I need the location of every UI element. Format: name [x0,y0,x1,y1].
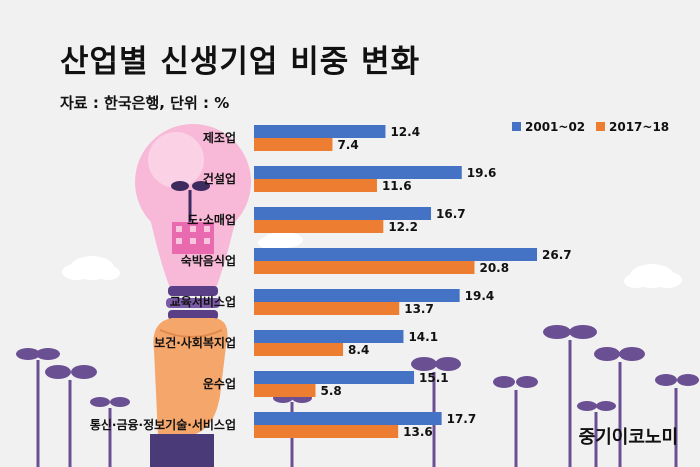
data-label: 11.6 [382,179,412,193]
category-label: 제조업 [203,131,236,145]
data-label: 26.7 [542,248,572,262]
category-label: 도·소매업 [187,212,236,227]
bar-2001~02 [254,371,415,384]
data-label: 5.8 [320,384,341,398]
bar-2017~18 [254,261,475,274]
cloud-icon [62,256,120,280]
category-label: 숙박음식업 [181,253,236,268]
sprout-icon [16,325,699,467]
data-label: 13.6 [403,425,433,439]
category-label: 건설업 [203,171,236,186]
cloud-icon [624,264,682,288]
data-label: 15.1 [419,371,449,385]
data-label: 19.4 [465,289,495,303]
bar-2001~02 [254,330,404,343]
data-label: 7.4 [337,138,358,152]
decorative-illustration [16,124,699,467]
category-label: 운수업 [203,376,236,391]
bar-2001~02 [254,166,462,179]
bar-2017~18 [254,343,344,356]
legend-swatch [512,122,521,131]
bar-2017~18 [254,384,316,397]
category-label: 교육서비스업 [170,294,236,309]
bar-2001~02 [254,207,432,220]
legend: 2001~02 2017~18 [512,120,669,134]
data-label: 17.7 [447,412,477,426]
category-labels: 제조업건설업도·소매업숙박음식업교육서비스업보건·사회복지업운수업통신·금융·정… [90,131,236,432]
data-label: 19.6 [467,166,497,180]
chart-title: 산업별 신생기업 비중 변화 [60,44,421,80]
light-bulb-icon [135,124,251,331]
bar-2001~02 [254,412,442,425]
hand-icon [150,318,228,467]
bar-2001~02 [254,248,538,261]
bar-2001~02 [254,125,386,138]
cloud-icon [258,232,303,249]
brand-logo-text: 중기이코노미 [578,427,678,448]
bar-2017~18 [254,179,377,192]
bar-series-group [254,125,538,438]
data-label: 12.4 [390,125,420,139]
bar-2017~18 [254,138,333,151]
value-labels: 12.4 7.4 19.6 11.6 16.7 12.2 26.7 20.8 19.4 13.7 1… [320,125,571,439]
bar-2017~18 [254,425,399,438]
legend-swatch [596,122,605,131]
data-label: 20.8 [479,261,509,275]
category-label: 통신·금융·정보기술·서비스업 [90,417,236,432]
data-label: 8.4 [348,343,369,357]
legend-entry: 2017~18 [609,120,669,134]
data-label: 13.7 [404,302,434,316]
bar-2017~18 [254,220,384,233]
legend-entry: 2001~02 [525,120,585,134]
chart-subtitle: 자료 : 한국은행, 단위 : % [60,94,230,112]
data-label: 12.2 [388,220,418,234]
bar-2017~18 [254,302,400,315]
data-label: 16.7 [436,207,466,221]
data-label: 14.1 [408,330,438,344]
category-label: 보건·사회복지업 [154,335,236,350]
bar-2001~02 [254,289,460,302]
